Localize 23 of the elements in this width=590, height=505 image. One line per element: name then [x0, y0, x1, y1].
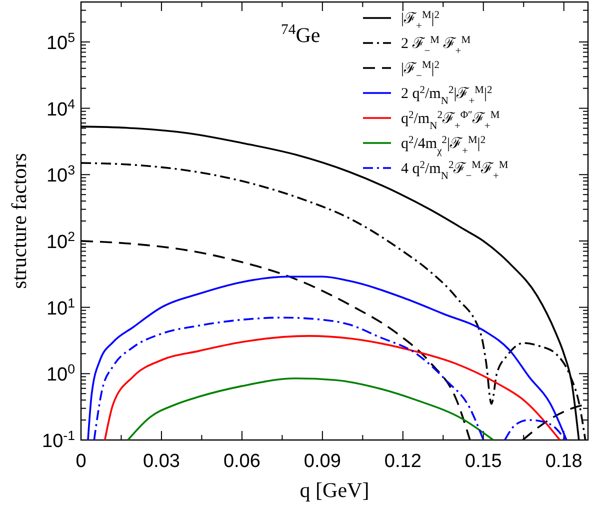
- text: q$^{2}$/4m$_{χ}$$^{2}$|ℱ$_{+}$$^{M}$|$^{2}$: [401, 134, 486, 156]
- x-tick-label: 0.03: [142, 451, 180, 472]
- line-series: [104, 335, 561, 440]
- x-tick-label: 0.06: [223, 451, 260, 472]
- y-tick-label: 10$^{2}$: [46, 228, 75, 253]
- annotation: $^{74}$Ge: [281, 22, 320, 47]
- line-series: [127, 377, 494, 440]
- y-tick-label: 10$^{-1}$: [42, 428, 75, 452]
- y-tick-label: 10$^{0}$: [46, 361, 75, 386]
- y-tick-label: 10$^{5}$: [46, 29, 75, 54]
- x-tick-label: 0.15: [464, 451, 502, 472]
- x-tick-label: 0.18: [545, 451, 582, 472]
- x-tick-label: 0.09: [304, 451, 341, 472]
- y-tick-label: 10$^{4}$: [46, 96, 75, 120]
- legend-label: |ℱ$_{+}$$^{M}$|$^{2}$: [401, 10, 440, 32]
- x-axis-title: q [GeV]: [300, 478, 370, 502]
- y-tick-label: 10$^{3}$: [46, 162, 75, 187]
- y-axis-title: structure factors: [7, 153, 31, 289]
- y-tick-label: 10$^{1}$: [46, 294, 75, 320]
- text: 2 q$^{2}$/m$_{N}$$^{2}$|ℱ$_{+}$$^{M}$|$^{2}$: [401, 84, 492, 106]
- x-tick-label: 0.12: [384, 451, 422, 472]
- x-tick-label: 0: [76, 451, 86, 472]
- legend-label: |ℱ$_{−}$$^{M}$|$^{2}$: [401, 60, 440, 82]
